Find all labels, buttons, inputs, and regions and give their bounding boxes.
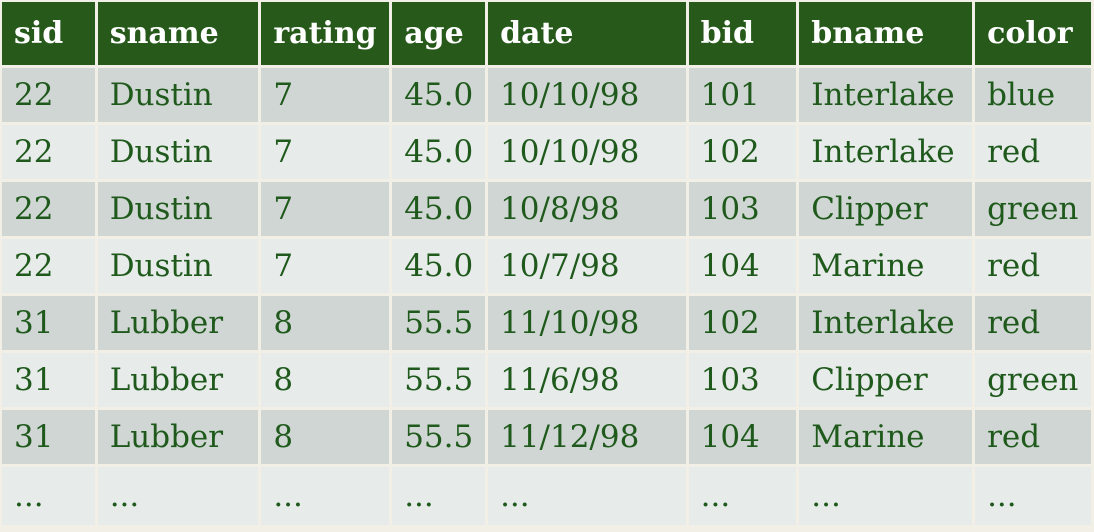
- column-header-sid: sid: [2, 2, 95, 65]
- cell-date: 10/7/98: [488, 239, 686, 293]
- cell-bid: 102: [688, 125, 797, 179]
- cell-color: red: [975, 296, 1091, 350]
- cell-bname: Marine: [799, 410, 973, 464]
- cell-sname: Lubber: [97, 353, 259, 407]
- cell-sname: Dustin: [97, 182, 259, 236]
- column-header-color: color: [975, 2, 1091, 65]
- table-row: 31 Lubber 8 55.5 11/10/98 102 Interlake …: [2, 296, 1091, 350]
- cell-date: ...: [488, 467, 686, 525]
- column-header-bname: bname: [799, 2, 973, 65]
- cell-bid: ...: [688, 467, 797, 525]
- cell-date: 11/12/98: [488, 410, 686, 464]
- cell-color: red: [975, 410, 1091, 464]
- cell-sname: Dustin: [97, 125, 259, 179]
- cell-color: green: [975, 182, 1091, 236]
- cell-rating: 8: [261, 296, 390, 350]
- table-row: ... ... ... ... ... ... ... ...: [2, 467, 1091, 525]
- cell-sname: Lubber: [97, 296, 259, 350]
- table-row: 22 Dustin 7 45.0 10/8/98 103 Clipper gre…: [2, 182, 1091, 236]
- table-row: 22 Dustin 7 45.0 10/10/98 101 Interlake …: [2, 68, 1091, 122]
- cell-sid: 22: [2, 125, 95, 179]
- table-row: 31 Lubber 8 55.5 11/6/98 103 Clipper gre…: [2, 353, 1091, 407]
- cell-color: blue: [975, 68, 1091, 122]
- header-row: sid sname rating age date bid bname colo…: [2, 2, 1091, 65]
- cell-date: 10/10/98: [488, 68, 686, 122]
- cell-age: 55.5: [392, 296, 486, 350]
- table-row: 22 Dustin 7 45.0 10/7/98 104 Marine red: [2, 239, 1091, 293]
- cell-sid: 22: [2, 239, 95, 293]
- column-header-rating: rating: [261, 2, 390, 65]
- cell-bname: ...: [799, 467, 973, 525]
- cell-age: 55.5: [392, 353, 486, 407]
- cell-rating: 7: [261, 125, 390, 179]
- column-header-sname: sname: [97, 2, 259, 65]
- cell-sid: ...: [2, 467, 95, 525]
- cell-age: 45.0: [392, 182, 486, 236]
- cell-date: 11/6/98: [488, 353, 686, 407]
- table-row: 22 Dustin 7 45.0 10/10/98 102 Interlake …: [2, 125, 1091, 179]
- cell-age: 45.0: [392, 125, 486, 179]
- cell-date: 11/10/98: [488, 296, 686, 350]
- cell-bid: 103: [688, 182, 797, 236]
- cell-rating: 7: [261, 182, 390, 236]
- cell-rating: 8: [261, 410, 390, 464]
- column-header-bid: bid: [688, 2, 797, 65]
- cell-age: 55.5: [392, 410, 486, 464]
- cell-bid: 104: [688, 410, 797, 464]
- cell-bid: 101: [688, 68, 797, 122]
- column-header-age: age: [392, 2, 486, 65]
- cell-date: 10/8/98: [488, 182, 686, 236]
- cell-rating: 8: [261, 353, 390, 407]
- cell-sid: 31: [2, 410, 95, 464]
- cell-color: red: [975, 239, 1091, 293]
- cell-bname: Marine: [799, 239, 973, 293]
- cell-age: 45.0: [392, 68, 486, 122]
- cell-age: 45.0: [392, 239, 486, 293]
- cell-rating: 7: [261, 239, 390, 293]
- cell-bid: 102: [688, 296, 797, 350]
- cell-bname: Interlake: [799, 125, 973, 179]
- table-row: 31 Lubber 8 55.5 11/12/98 104 Marine red: [2, 410, 1091, 464]
- cell-bname: Clipper: [799, 353, 973, 407]
- cell-sname: Lubber: [97, 410, 259, 464]
- cell-sid: 31: [2, 353, 95, 407]
- cell-sid: 22: [2, 182, 95, 236]
- cell-bid: 103: [688, 353, 797, 407]
- column-header-date: date: [488, 2, 686, 65]
- cell-sname: Dustin: [97, 68, 259, 122]
- cell-rating: ...: [261, 467, 390, 525]
- cell-rating: 7: [261, 68, 390, 122]
- cell-sid: 31: [2, 296, 95, 350]
- cell-sname: Dustin: [97, 239, 259, 293]
- cell-color: red: [975, 125, 1091, 179]
- cell-bname: Interlake: [799, 68, 973, 122]
- cell-color: ...: [975, 467, 1091, 525]
- cell-sid: 22: [2, 68, 95, 122]
- cell-age: ...: [392, 467, 486, 525]
- cell-bname: Interlake: [799, 296, 973, 350]
- cell-bid: 104: [688, 239, 797, 293]
- cell-bname: Clipper: [799, 182, 973, 236]
- cell-date: 10/10/98: [488, 125, 686, 179]
- cell-color: green: [975, 353, 1091, 407]
- cell-sname: ...: [97, 467, 259, 525]
